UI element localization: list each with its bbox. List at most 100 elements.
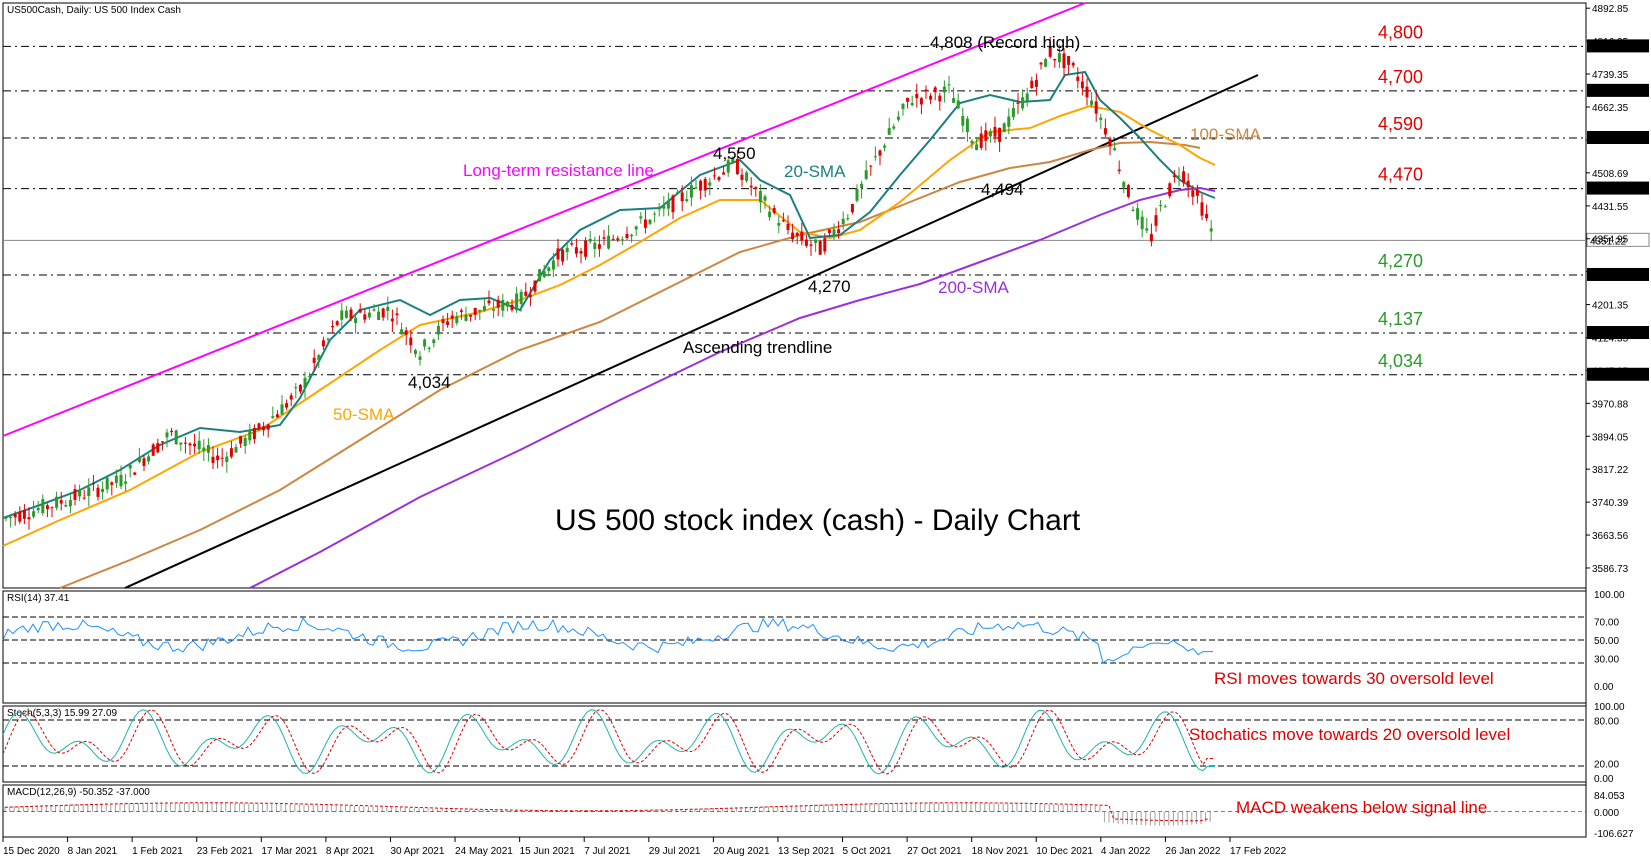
candle-body bbox=[501, 299, 505, 311]
candle-body bbox=[1149, 234, 1153, 242]
candle-body bbox=[404, 330, 408, 335]
candle-body bbox=[1182, 171, 1186, 183]
candle-body bbox=[478, 309, 482, 312]
level-tag: 4,700 bbox=[1378, 67, 1423, 87]
candle-body bbox=[101, 488, 105, 492]
level-price-label: 4270.40 bbox=[1590, 271, 1627, 282]
candle-body bbox=[473, 307, 477, 315]
candle-body bbox=[303, 377, 307, 389]
candle-body bbox=[160, 441, 164, 443]
candle-body bbox=[1011, 108, 1015, 118]
candle-body bbox=[220, 457, 224, 459]
candle-body bbox=[275, 414, 279, 418]
candle-body bbox=[625, 234, 629, 239]
candle-body bbox=[22, 510, 26, 519]
candle-body bbox=[441, 319, 445, 324]
rsi-tick-label: 100.00 bbox=[1594, 590, 1625, 601]
candle-body bbox=[607, 235, 611, 249]
candle-body bbox=[533, 280, 537, 292]
candle-body bbox=[82, 497, 86, 499]
candle-body bbox=[363, 314, 367, 320]
stoch-axis: 100.00 80.00 20.00 0.00 bbox=[1594, 702, 1625, 785]
candle-body bbox=[754, 187, 758, 189]
candle-body bbox=[965, 118, 969, 132]
candle-body bbox=[248, 430, 252, 441]
candle-body bbox=[1122, 182, 1126, 188]
candle-body bbox=[574, 247, 578, 254]
candle-body bbox=[1021, 97, 1025, 109]
candle-body bbox=[285, 403, 289, 408]
candle-body bbox=[32, 511, 36, 517]
candle-body bbox=[846, 218, 850, 220]
candle-body bbox=[671, 195, 675, 213]
candle-body bbox=[1177, 175, 1181, 177]
candle-body bbox=[837, 229, 841, 234]
candle-body bbox=[1200, 202, 1204, 216]
candle-body bbox=[1034, 79, 1038, 87]
candle-body bbox=[469, 314, 473, 317]
candle-body bbox=[708, 182, 712, 186]
candle-body bbox=[662, 205, 666, 209]
candle-body bbox=[781, 220, 785, 222]
date-tick-label: 18 Nov 2021 bbox=[972, 846, 1029, 857]
candle-body bbox=[547, 267, 551, 272]
candle-body bbox=[1062, 53, 1066, 69]
candle-body bbox=[676, 192, 680, 194]
candle-body bbox=[768, 211, 772, 218]
rsi-tick-label: 70.00 bbox=[1594, 618, 1619, 629]
stoch-tick-label: 0.00 bbox=[1594, 774, 1614, 785]
candle-body bbox=[1136, 208, 1140, 220]
candle-body bbox=[933, 87, 937, 93]
candle-body bbox=[515, 293, 519, 311]
stoch-main-line bbox=[2, 709, 1215, 775]
candle-body bbox=[841, 218, 845, 225]
level-price-label: 4037.56 bbox=[1590, 371, 1627, 382]
candle-body bbox=[1195, 189, 1199, 196]
price-tick-label: 4585.35 bbox=[1592, 136, 1629, 147]
candle-body bbox=[542, 271, 546, 278]
rsi-axis: 100.00 70.00 50.00 30.00 0.00 bbox=[1594, 590, 1625, 693]
candle-body bbox=[929, 95, 933, 100]
candle-body bbox=[87, 487, 91, 496]
candle-body bbox=[188, 443, 192, 446]
candle-body bbox=[386, 306, 390, 311]
candle-body bbox=[413, 350, 417, 355]
candle-body bbox=[390, 318, 394, 322]
candle-body bbox=[952, 98, 956, 103]
candle-body bbox=[372, 309, 376, 311]
candle-body bbox=[1039, 62, 1043, 65]
time-axis: 15 Dec 2020 8 Jan 2021 1 Feb 2021 23 Feb 20… bbox=[2, 837, 1287, 857]
candle-body bbox=[860, 183, 864, 189]
candle-body bbox=[1080, 81, 1084, 89]
rsi-tick-label: 30.00 bbox=[1594, 654, 1619, 665]
candle-body bbox=[1076, 76, 1080, 81]
candle-body bbox=[257, 423, 261, 430]
candle-body bbox=[464, 314, 468, 321]
candle-body bbox=[9, 517, 13, 519]
level-tag: 4,270 bbox=[1378, 251, 1423, 271]
candle-body bbox=[758, 191, 762, 203]
date-tick-label: 13 Sep 2021 bbox=[778, 846, 835, 857]
candle-body bbox=[1071, 62, 1075, 66]
candle-body bbox=[432, 339, 436, 344]
candle-body bbox=[197, 440, 201, 450]
candle-body bbox=[906, 97, 910, 102]
candle-body bbox=[105, 477, 109, 490]
candle-body bbox=[873, 156, 877, 158]
candle-body bbox=[795, 232, 799, 236]
candle-body bbox=[91, 483, 95, 485]
candle-body bbox=[151, 444, 155, 456]
candle-body bbox=[229, 448, 233, 457]
sma100-label: 100-SMA bbox=[1190, 125, 1262, 144]
candle-body bbox=[666, 200, 670, 209]
stoch-signal-line bbox=[2, 709, 1215, 775]
date-tick-label: 27 Oct 2021 bbox=[907, 846, 962, 857]
date-tick-label: 4 Jan 2022 bbox=[1101, 846, 1151, 857]
candle-body bbox=[4, 517, 8, 519]
candle-body bbox=[326, 338, 330, 340]
candle-body bbox=[1145, 228, 1149, 231]
candle-body bbox=[699, 180, 703, 191]
candle-body bbox=[740, 174, 744, 180]
candle-body bbox=[321, 340, 325, 347]
candle-body bbox=[354, 317, 358, 324]
